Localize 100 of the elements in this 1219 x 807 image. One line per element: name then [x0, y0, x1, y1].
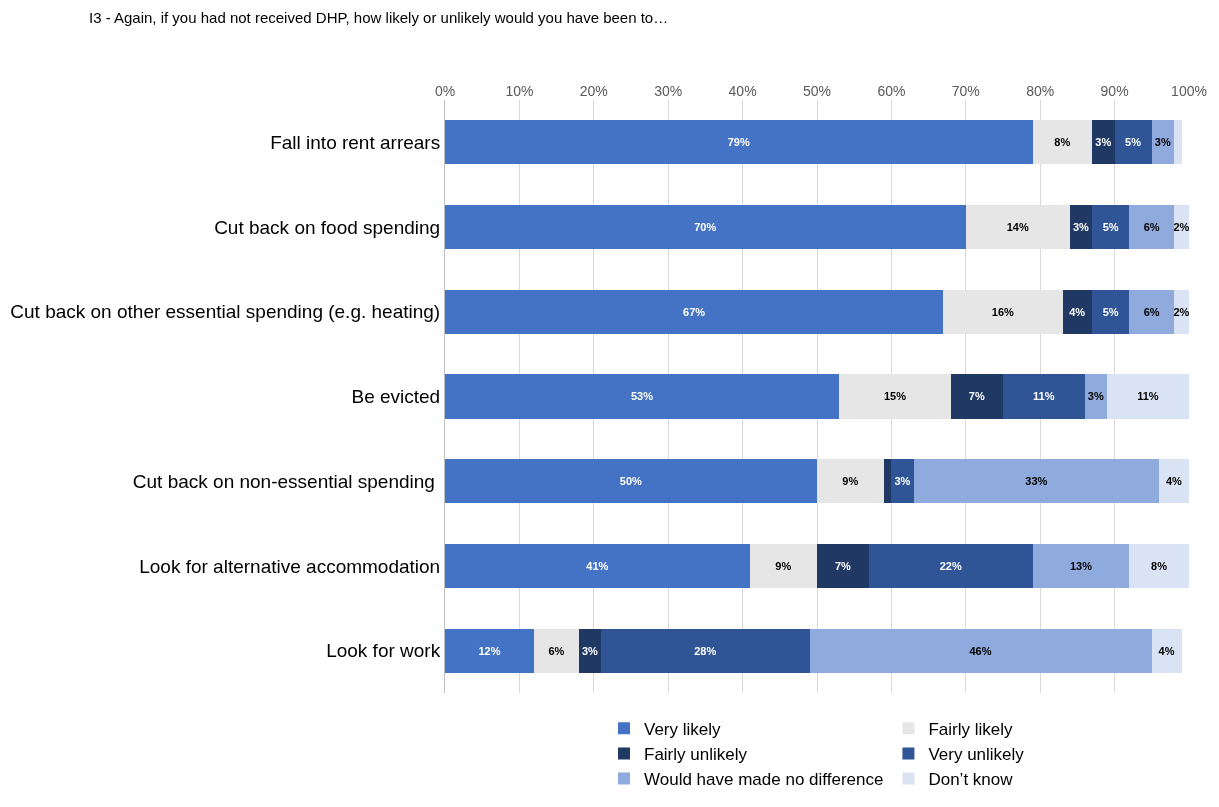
data-label: 3% — [1087, 390, 1104, 403]
legend-label: Don’t know — [928, 770, 1014, 790]
bar — [445, 543, 751, 588]
data-label: 5% — [1102, 221, 1119, 233]
y-tick-label: Look for alternative accommodation — [139, 555, 441, 577]
data-label: 4% — [1069, 305, 1086, 318]
data-label: 28% — [694, 644, 717, 657]
bar — [883, 459, 892, 504]
data-label: 6% — [548, 644, 565, 657]
data-label: 12% — [478, 644, 501, 657]
data-label: 70% — [694, 221, 717, 233]
data-label: 67% — [683, 305, 706, 318]
data-label: 8% — [1054, 136, 1071, 149]
bar — [1151, 628, 1182, 673]
bar — [1092, 120, 1115, 165]
data-label: 3% — [1072, 221, 1090, 233]
bar — [943, 289, 1063, 334]
x-tick-label: 70% — [951, 83, 980, 100]
x-tick-label: 30% — [654, 83, 683, 100]
bar — [817, 543, 870, 588]
data-label: 2% — [1173, 221, 1190, 233]
x-tick-label: 40% — [728, 83, 757, 100]
bar — [817, 459, 884, 504]
bar — [1032, 120, 1093, 165]
data-label: 11% — [1033, 390, 1055, 403]
data-label: 7% — [834, 559, 851, 572]
bar — [809, 628, 1152, 673]
x-tick-label: 20% — [579, 83, 608, 100]
x-tick-label: 10% — [505, 83, 534, 100]
data-label: 9% — [842, 475, 859, 488]
data-label: 2% — [1173, 305, 1190, 318]
bar — [445, 459, 817, 504]
bar — [601, 628, 810, 673]
legend-label: Would have made no difference — [644, 770, 884, 790]
data-label: 5% — [1102, 305, 1119, 318]
bar — [445, 374, 840, 419]
data-label: 3% — [1095, 136, 1112, 149]
data-label: 53% — [630, 390, 654, 403]
bar — [1129, 289, 1175, 334]
bar — [750, 543, 817, 588]
data-label: 79% — [727, 136, 750, 149]
bar — [1107, 374, 1189, 419]
bar — [1129, 205, 1175, 250]
bar — [445, 205, 966, 250]
bar — [869, 543, 1033, 588]
y-tick-label: Cut back on non-essential spending — [132, 470, 441, 492]
data-label: 6% — [1143, 221, 1160, 233]
data-label: 15% — [883, 390, 907, 403]
bar — [891, 459, 914, 504]
x-tick-label: 100% — [1171, 83, 1207, 100]
data-label: 4% — [1158, 644, 1175, 657]
data-label: 3% — [1154, 136, 1171, 149]
bar — [534, 628, 579, 673]
bar — [445, 120, 1033, 165]
bar — [445, 289, 944, 334]
data-label: 46% — [969, 644, 992, 657]
data-label: 7% — [968, 390, 985, 403]
x-tick-label: 50% — [802, 83, 832, 100]
x-tick-label: 80% — [1026, 83, 1055, 100]
bar — [1084, 374, 1108, 419]
data-label: 6% — [1143, 305, 1160, 318]
x-tick-label: 0% — [434, 83, 456, 100]
data-label: 3% — [581, 644, 599, 657]
bar — [1092, 205, 1130, 250]
data-label: 4% — [1165, 475, 1183, 488]
bar — [1092, 289, 1130, 334]
data-label: 13% — [1069, 559, 1093, 572]
data-label: 9% — [775, 559, 792, 572]
data-label: 5% — [1125, 136, 1142, 149]
legend-label: Fairly unlikely — [644, 745, 748, 765]
legend-label: Very likely — [644, 719, 722, 739]
data-label: 11% — [1137, 390, 1159, 403]
bar — [1129, 543, 1189, 588]
y-tick-label: Cut back on food spending — [214, 216, 441, 238]
x-tick-label: 60% — [877, 83, 906, 100]
bar — [1032, 543, 1130, 588]
y-tick-label: Fall into rent arrears — [270, 132, 441, 154]
y-tick-label: Look for work — [326, 640, 441, 662]
data-label: 14% — [1006, 221, 1029, 233]
x-tick-label: 90% — [1100, 83, 1129, 100]
data-label: 3% — [894, 475, 911, 488]
data-label: 33% — [1025, 475, 1048, 488]
data-label: 8% — [1151, 559, 1168, 572]
data-label: 22% — [939, 559, 962, 572]
bar — [1174, 120, 1182, 165]
bar — [913, 459, 1160, 504]
data-label: 16% — [991, 305, 1015, 318]
data-label: 50% — [619, 475, 643, 488]
bar — [1114, 120, 1152, 165]
legend-label: Fairly likely — [928, 719, 1013, 739]
bar — [1003, 374, 1085, 419]
legend-label: Very unlikely — [928, 745, 1025, 765]
bar — [1062, 289, 1093, 334]
data-label: 41% — [586, 559, 609, 572]
bar — [950, 374, 1003, 419]
y-tick-label: Cut back on other essential spending (e.g. heating) — [10, 301, 441, 323]
bar — [839, 374, 951, 419]
y-tick-label: Be evicted — [351, 386, 441, 408]
bar — [965, 205, 1070, 250]
chart-title: I3 - Again, if you had not received DHP, how likely or unlikely would you have been to… — [88, 8, 669, 26]
